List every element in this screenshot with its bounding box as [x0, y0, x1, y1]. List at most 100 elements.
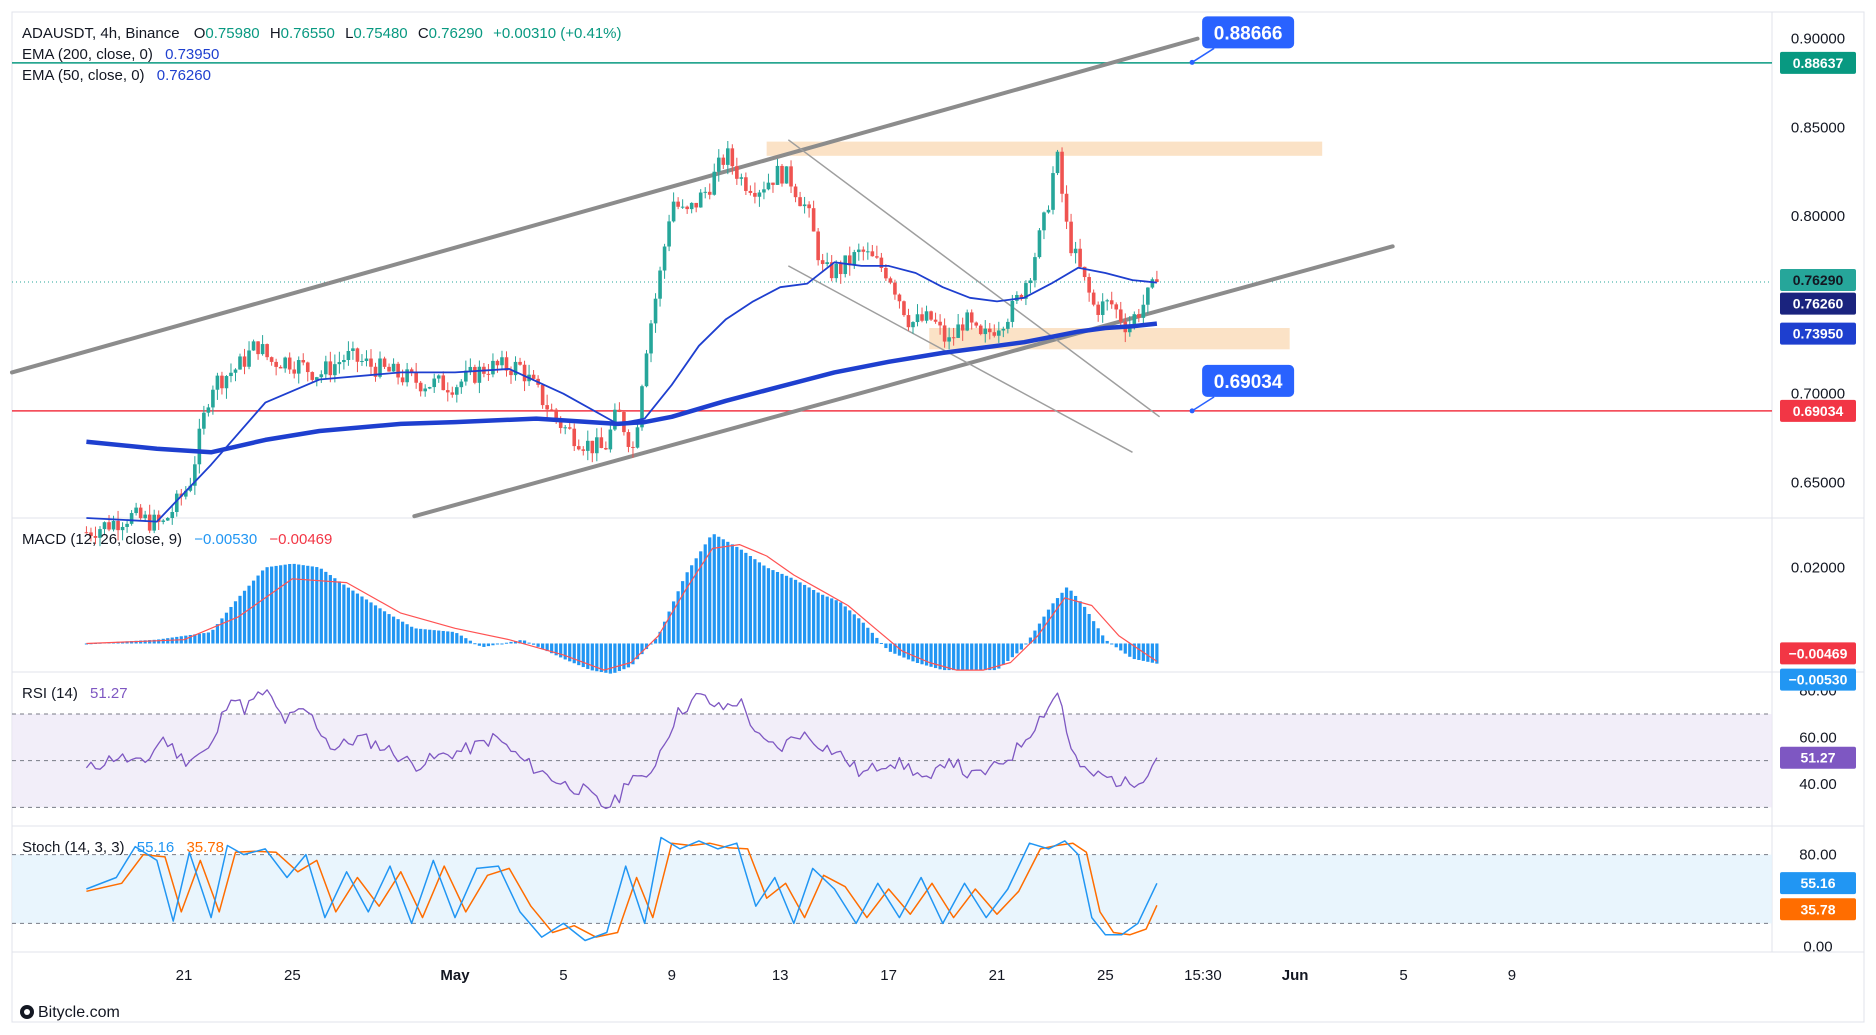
macd-histogram-bar [319, 568, 323, 644]
macd-histogram-bar [1060, 592, 1064, 644]
macd-histogram-bar [1042, 616, 1046, 644]
macd-histogram-bar [464, 638, 468, 644]
macd-histogram-bar [798, 582, 802, 644]
wedge-lower-line [787, 265, 1133, 453]
macd-histogram-bar [324, 571, 328, 644]
macd-histogram-bar [256, 575, 260, 644]
macd-histogram-bar [590, 643, 594, 671]
candle-down [576, 446, 581, 450]
macd-pane [84, 534, 1159, 674]
candle-down [531, 374, 536, 379]
candle-down [1109, 300, 1114, 305]
price-axis[interactable]: 0.90000 0.85000 0.80000 0.70000 0.65000 0.020… [1791, 31, 1845, 956]
macd-histogram-bar [915, 643, 920, 664]
candle-down [807, 204, 811, 209]
rsi-value: 51.27 [90, 685, 128, 702]
candle-down [509, 370, 513, 376]
macd-histogram-bar [735, 546, 739, 644]
candle-down [879, 257, 884, 268]
macd-histogram-bar [780, 573, 784, 644]
candle-up [197, 428, 202, 465]
macd-histogram-bar [726, 541, 730, 644]
candle-up [391, 363, 396, 372]
callout-anchor [1189, 408, 1195, 414]
candle-down [676, 201, 680, 207]
macd-histogram-bar [879, 642, 883, 644]
candle-up [834, 263, 839, 279]
candle-up [188, 485, 193, 491]
macd-histogram-bar [161, 638, 165, 644]
macd-histogram-bar [513, 641, 518, 644]
macd-histogram-bar [446, 631, 450, 644]
macd-histogram-bar [504, 642, 509, 644]
macd-histogram-bar [952, 643, 956, 671]
macd-histogram-bar [541, 643, 545, 649]
candle-up [500, 357, 504, 366]
candle-up [658, 270, 662, 299]
time-axis-tick: 21 [989, 967, 1006, 984]
macd-histogram-bar [1069, 590, 1073, 644]
macd-histogram-bar [911, 643, 915, 662]
candle-up [283, 357, 287, 369]
candle-up [247, 350, 251, 367]
macd-histogram-bar [924, 643, 929, 666]
ema200-value: 0.73950 [165, 46, 219, 63]
macd-histogram-bar [437, 630, 441, 644]
time-axis-tick: 25 [284, 967, 301, 984]
macd-histogram-bar [866, 627, 870, 644]
candle-up [802, 204, 807, 207]
time-axis-tick: Jun [1282, 967, 1309, 984]
last-price-tag: 0.76290 [1793, 272, 1844, 288]
candle-up [739, 177, 744, 179]
macd-histogram-bar [961, 643, 965, 671]
macd-histogram-bar [563, 643, 567, 660]
macd-histogram-bar [766, 568, 771, 644]
macd-histogram-bar [789, 577, 793, 644]
macd-histogram-bar [1078, 601, 1082, 644]
candle-down [387, 366, 391, 372]
candle-down [554, 409, 558, 419]
time-axis-tick: 25 [1097, 967, 1114, 984]
macd-histogram-bar [739, 549, 743, 644]
candle-down [933, 319, 938, 322]
rsi-label: RSI (14) [22, 685, 78, 702]
macd-histogram-bar [247, 585, 251, 644]
candle-up [1024, 283, 1028, 299]
macd-histogram-bar [419, 628, 423, 644]
macd-histogram-bar [482, 643, 486, 647]
candle-down [84, 532, 89, 534]
time-axis[interactable]: 21 25 May 5 9 13 17 21 25 15:30 Jun 5 9 [176, 967, 1516, 984]
price-callouts[interactable]: 0.88666 0.69034 [1189, 16, 1295, 414]
macd-histogram-bar [391, 616, 396, 644]
candle-down [987, 328, 992, 333]
macd-histogram-bar [220, 618, 224, 644]
macd-value2: −0.00469 [269, 531, 332, 548]
ema200-line [86, 321, 1158, 455]
candle-up [866, 251, 870, 253]
candle-down [771, 182, 775, 185]
candle-up [346, 350, 351, 361]
candle-down [287, 357, 292, 370]
candle-up [662, 246, 667, 271]
macd-histogram-bar [396, 619, 400, 644]
candle-up [251, 341, 256, 351]
price-channel[interactable] [10, 36, 1395, 519]
price-axis-tick: 0.85000 [1791, 119, 1845, 136]
stoch-d-line [86, 842, 1158, 938]
ema200-price-tag: 0.73950 [1793, 326, 1844, 342]
candle-down [473, 366, 477, 383]
macd-histogram-bar [834, 600, 838, 644]
macd-histogram-bar [459, 635, 463, 644]
macd-histogram-bar [694, 558, 698, 644]
svg-text:MACD (12, 26, close, 9): MACD (12, 26, close, 9) −0.00530 −0.0046… [22, 531, 332, 548]
candle-up [165, 517, 170, 521]
macd-histogram-bar [531, 643, 536, 645]
candle-up [405, 369, 409, 383]
time-axis-tick: 17 [880, 967, 897, 984]
candle-up [436, 375, 441, 379]
candle-down [549, 409, 554, 411]
ohlc-high-label: H [270, 25, 281, 42]
candle-up [455, 387, 459, 395]
